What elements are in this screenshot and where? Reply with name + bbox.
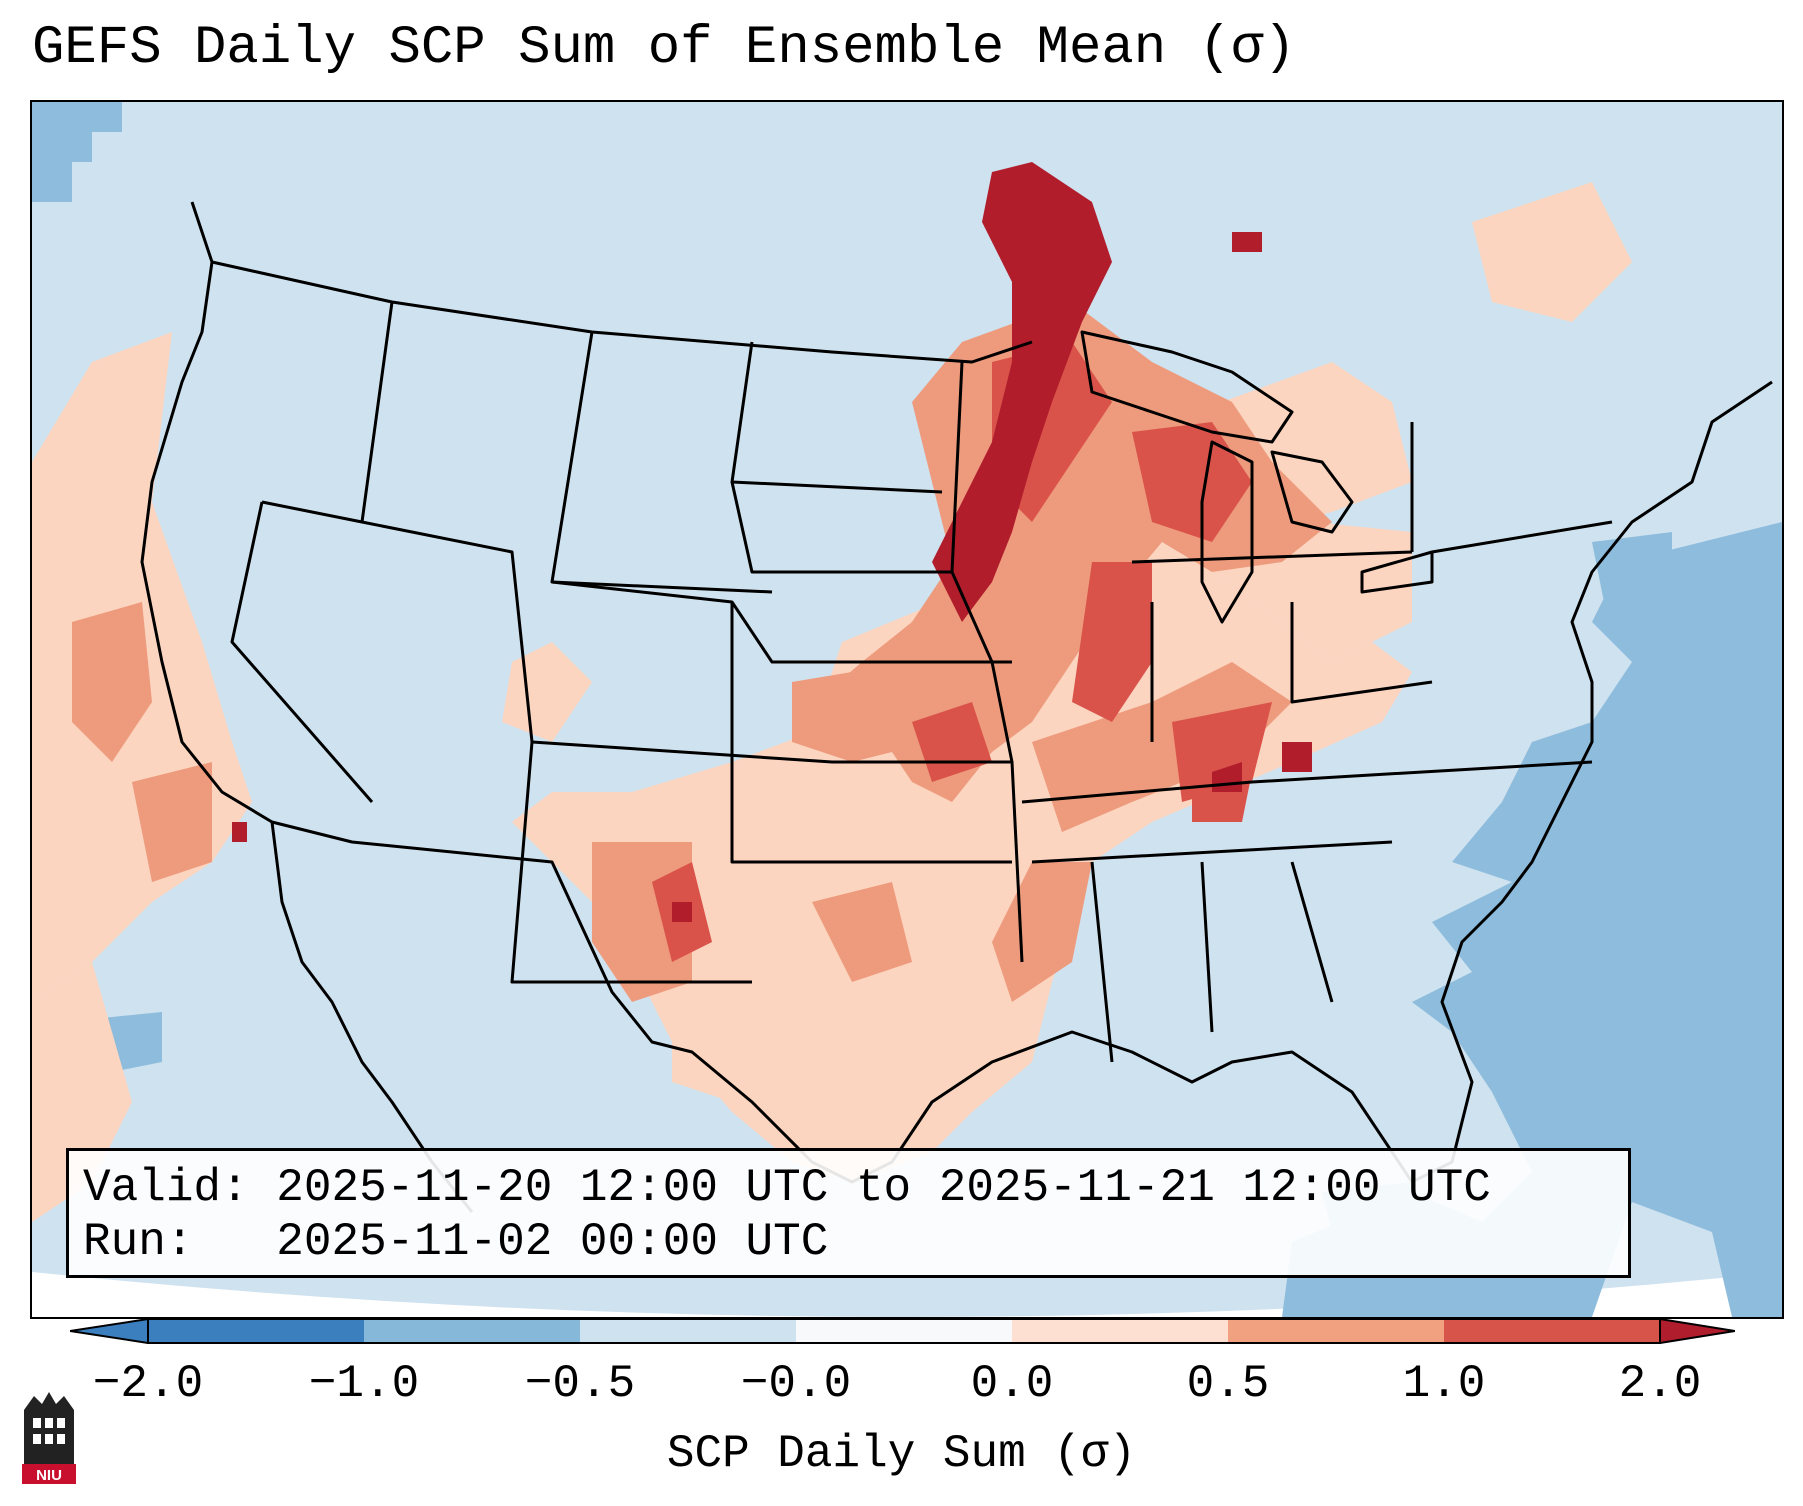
colorbar-extend-low [70, 1318, 149, 1344]
colorbar-extend-high [1659, 1318, 1735, 1344]
colorbar-segment [148, 1319, 365, 1343]
valid-label: Valid: [83, 1162, 249, 1214]
colorbar-segment [364, 1319, 581, 1343]
niu-logo: NIU [22, 1392, 76, 1484]
run-label: Run: [83, 1216, 194, 1268]
run-value: 2025-11-02 00:00 UTC [276, 1216, 829, 1268]
logo-windows [33, 1418, 65, 1444]
colorbar-segments [70, 1318, 1735, 1344]
colorbar-tick-label: −0.0 [740, 1358, 852, 1410]
scp-map [32, 102, 1782, 1317]
colorbar-label: SCP Daily Sum (σ) [666, 1428, 1137, 1480]
colorbar-outline [147, 1318, 1661, 1344]
valid-run-info-box: Valid: 2025-11-20 12:00 UTC to 2025-11-2… [66, 1148, 1631, 1278]
valid-value: 2025-11-20 12:00 UTC to 2025-11-21 12:00… [276, 1162, 1491, 1214]
colorbar-segment [1444, 1319, 1661, 1343]
colorbar-tick-label: 0.0 [970, 1358, 1054, 1410]
boundaries [140, 201, 1773, 1213]
logo-text: NIU [36, 1467, 62, 1484]
colorbar-tick-label: −1.0 [308, 1358, 420, 1410]
colorbar-segment [1012, 1319, 1229, 1343]
colorbar-tick-label: −2.0 [92, 1358, 204, 1410]
colorbar [70, 1318, 1735, 1344]
colorbar-tick-label: 2.0 [1618, 1358, 1702, 1410]
colorbar-tick-label: 1.0 [1402, 1358, 1486, 1410]
colorbar-tick-label: 0.5 [1186, 1358, 1270, 1410]
map-panel [30, 100, 1784, 1319]
valid-row: Valid: 2025-11-20 12:00 UTC to 2025-11-2… [83, 1161, 1614, 1215]
logo-badge [22, 1464, 76, 1484]
colorbar-segment [580, 1319, 797, 1343]
chart-title: GEFS Daily SCP Sum of Ensemble Mean (σ) [32, 18, 1296, 79]
colorbar-segment [796, 1319, 1013, 1343]
colorbar-tick-label: −0.5 [524, 1358, 636, 1410]
colorbar-segment [1228, 1319, 1445, 1343]
run-row: Run: 2025-11-02 00:00 UTC [83, 1215, 1614, 1269]
colorbar-ticks: −2.0 −1.0 −0.5 −0.0 0.0 0.5 1.0 2.0 [0, 1358, 1803, 1418]
